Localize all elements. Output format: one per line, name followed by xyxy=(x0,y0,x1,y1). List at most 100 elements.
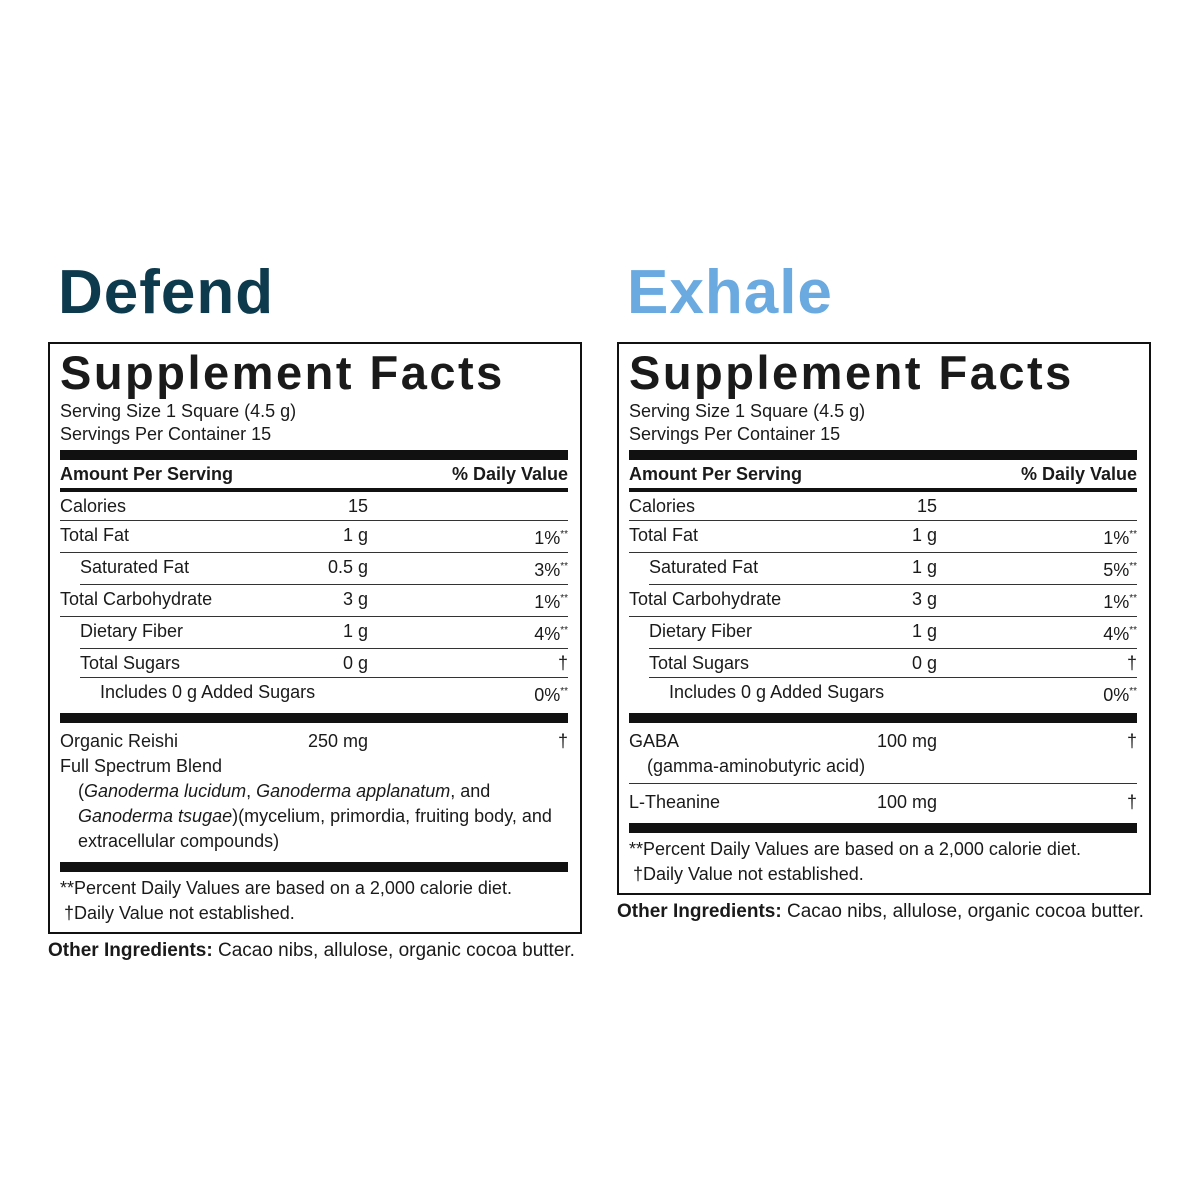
nutrient-name: Total Sugars xyxy=(649,653,750,673)
description-part: ( xyxy=(78,781,84,801)
dv-text: 1% xyxy=(534,592,561,612)
dv-mark: ** xyxy=(1129,593,1137,604)
dv-header: % Daily Value xyxy=(1020,464,1137,484)
ingredient-amount: 100 mg xyxy=(876,792,937,812)
servings-per-container: Servings Per Container 15 xyxy=(60,424,272,444)
facts-title: Supplement Facts xyxy=(629,346,1074,399)
daily-value: 1%** xyxy=(937,585,1137,616)
nutrient-name: Calories xyxy=(629,496,696,516)
description-part: Ganoderma tsugae xyxy=(78,806,233,826)
dv-text: 1% xyxy=(1103,592,1130,612)
other-label: Other Ingredients: xyxy=(48,940,213,961)
nutrient-amount: 1 g xyxy=(342,525,368,545)
footnote: **Percent Daily Values are based on a 2,… xyxy=(60,878,512,898)
nutrient-name: Dietary Fiber xyxy=(649,621,753,641)
thick-rule xyxy=(629,713,1137,723)
nutrient-amount: 0 g xyxy=(911,653,937,673)
dv-text: 4% xyxy=(534,624,561,644)
facts-title: Supplement Facts xyxy=(60,346,505,399)
serving-size: Serving Size 1 Square (4.5 g) xyxy=(629,401,866,421)
daily-value: 0%** xyxy=(368,678,568,709)
facts-box: Supplement Facts Serving Size 1 Square (4… xyxy=(617,342,1151,895)
daily-value: 0%** xyxy=(937,678,1137,709)
nutrient-row: Dietary Fiber 1 g 4%** xyxy=(649,617,1137,649)
thick-rule xyxy=(60,450,568,460)
dv-text: 3% xyxy=(534,560,561,580)
dv-mark: ** xyxy=(1129,561,1137,572)
nutrient-row: Total Carbohydrate 3 g 1%** xyxy=(60,585,568,617)
nutrient-name: Includes 0 g Added Sugars xyxy=(100,682,316,702)
product-name: Exhale xyxy=(627,258,833,327)
dv-mark: ** xyxy=(560,561,568,572)
daily-value: 1%** xyxy=(368,585,568,616)
nutrient-row: Includes 0 g Added Sugars 0%** xyxy=(669,678,1137,709)
dv-mark: ** xyxy=(560,686,568,697)
description-part: Ganoderma applanatum xyxy=(256,781,451,801)
footnote: †Daily Value not established. xyxy=(64,903,295,923)
dv-text: 1% xyxy=(1103,528,1130,548)
nutrient-name: Total Fat xyxy=(629,525,699,545)
nutrient-name: Calories xyxy=(60,496,127,516)
nutrient-row: Includes 0 g Added Sugars 0%** xyxy=(100,678,568,709)
nutrient-row: Saturated Fat 0.5 g 3%** xyxy=(80,553,568,585)
daily-value xyxy=(937,492,1137,520)
nutrient-name: Total Fat xyxy=(60,525,130,545)
nutrient-row: Total Fat 1 g 1%** xyxy=(629,521,1137,553)
dv-text: † xyxy=(557,731,568,751)
ingredient-description: (Ganoderma lucidum, Ganoderma applanatum… xyxy=(60,779,568,854)
daily-value: † xyxy=(368,649,568,677)
daily-value: 5%** xyxy=(937,553,1137,584)
nutrient-row: Total Sugars 0 g † xyxy=(80,649,568,678)
description-part: Ganoderma lucidum xyxy=(84,781,247,801)
ingredient: Organic Reishi 250 mg † Full Spectrum Blend… xyxy=(60,723,568,858)
ingredient: GABA 100 mg † (gamma-aminobutyric acid) xyxy=(629,723,1137,784)
other-ingredients: Other Ingredients: Cacao nibs, allulose,… xyxy=(48,938,582,963)
ingredient: L-Theanine 100 mg † xyxy=(629,784,1137,819)
nutrient-amount: 0.5 g xyxy=(327,557,368,577)
other-label: Other Ingredients: xyxy=(617,901,782,922)
panel: Exhale Supplement Facts Serving Size 1 Squ… xyxy=(617,258,1151,924)
nutrient-amount: 1 g xyxy=(342,621,368,641)
nutrient-amount: 0 g xyxy=(342,653,368,673)
nutrient-row: Dietary Fiber 1 g 4%** xyxy=(80,617,568,649)
daily-value: 4%** xyxy=(368,617,568,648)
dv-text: † xyxy=(1126,731,1137,751)
nutrient-amount: 3 g xyxy=(911,589,937,609)
daily-value: † xyxy=(937,729,1137,754)
nutrient-amount: 15 xyxy=(916,496,937,516)
footnote: †Daily Value not established. xyxy=(633,864,864,884)
nutrient-amount: 1 g xyxy=(911,621,937,641)
daily-value: † xyxy=(937,649,1137,677)
ingredient-name: L-Theanine xyxy=(629,792,721,812)
daily-value: † xyxy=(368,729,568,754)
ingredient-amount: 100 mg xyxy=(876,731,937,751)
dv-text: † xyxy=(557,653,568,673)
header-row: Amount Per Serving % Daily Value xyxy=(60,460,568,488)
dv-text: 0% xyxy=(534,685,561,705)
serving-size: Serving Size 1 Square (4.5 g) xyxy=(60,401,297,421)
header-row: Amount Per Serving % Daily Value xyxy=(629,460,1137,488)
spacer xyxy=(857,460,937,488)
footnote: **Percent Daily Values are based on a 2,… xyxy=(629,839,1081,859)
description-part: , and xyxy=(450,781,491,801)
ingredient-note: Full Spectrum Blend xyxy=(60,756,223,776)
nutrient-row: Total Carbohydrate 3 g 1%** xyxy=(629,585,1137,617)
thick-rule xyxy=(60,713,568,723)
dv-mark: ** xyxy=(560,593,568,604)
dv-mark: ** xyxy=(560,625,568,636)
dv-text: 1% xyxy=(534,528,561,548)
nutrient-row: Total Sugars 0 g † xyxy=(649,649,1137,678)
medium-rule xyxy=(60,488,568,492)
other-ingredients: Other Ingredients: Cacao nibs, allulose,… xyxy=(617,899,1151,924)
ingredient-row: L-Theanine 100 mg † xyxy=(629,790,1137,815)
nutrient-amount: 1 g xyxy=(911,557,937,577)
medium-rule xyxy=(629,488,1137,492)
nutrient-row: Total Fat 1 g 1%** xyxy=(60,521,568,553)
dv-text: 4% xyxy=(1103,624,1130,644)
nutrient-name: Total Carbohydrate xyxy=(629,589,782,609)
dv-mark: ** xyxy=(560,529,568,540)
facts-box: Supplement Facts Serving Size 1 Square (4… xyxy=(48,342,582,934)
dv-text: 0% xyxy=(1103,685,1130,705)
dv-text: 5% xyxy=(1103,560,1130,580)
